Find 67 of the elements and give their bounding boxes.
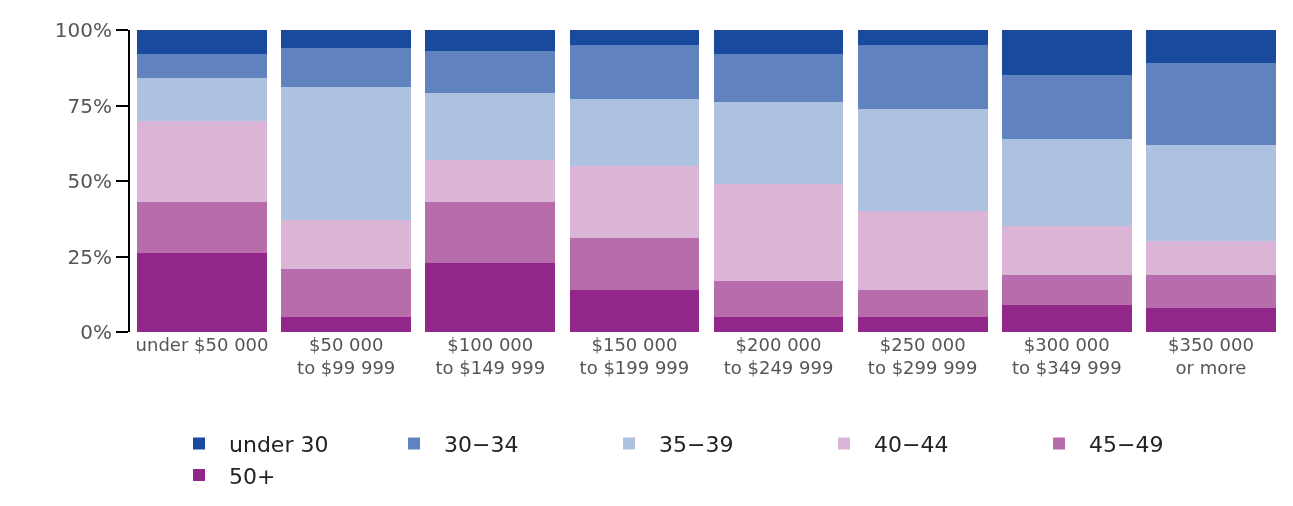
x-tick-label: $350 000 or more (1167, 334, 1254, 379)
bar (137, 202, 267, 254)
bar (425, 30, 556, 52)
bar (569, 99, 700, 166)
bar (425, 93, 556, 160)
bar (1001, 30, 1132, 76)
y-tick-label: 75% (67, 93, 112, 118)
x-tick-label: $50 000 to $99 999 (297, 334, 396, 379)
bar (281, 87, 412, 221)
legend-label: 45−49 (1089, 431, 1164, 457)
bar (281, 316, 412, 332)
legend-label: 30−34 (444, 431, 519, 457)
bar (569, 238, 700, 290)
bar (857, 108, 988, 212)
bar (713, 54, 844, 103)
bar (569, 45, 700, 100)
bar (857, 45, 988, 109)
bar (1001, 138, 1132, 227)
bar (137, 120, 267, 203)
x-tick-label: under $50 000 (135, 334, 269, 355)
bar (1146, 30, 1276, 64)
legend-label: under 30 (229, 431, 329, 457)
bar (425, 202, 556, 263)
bar (1001, 75, 1132, 139)
bar (137, 253, 267, 332)
bar (1001, 274, 1132, 305)
bar (713, 316, 844, 332)
x-tick-label: $200 000 to $249 999 (723, 334, 834, 379)
x-tick-label: $100 000 to $149 999 (435, 334, 546, 379)
bar (1146, 63, 1276, 145)
bar (569, 289, 700, 332)
bar (281, 220, 412, 269)
bar (857, 316, 988, 332)
bar (1146, 274, 1276, 308)
bar (137, 54, 267, 79)
bar (1001, 304, 1132, 332)
bar (857, 289, 988, 317)
bar (713, 280, 844, 317)
bar (1146, 241, 1276, 275)
bar (281, 30, 412, 49)
bar (137, 30, 267, 55)
bar (425, 51, 556, 94)
bar (857, 211, 988, 290)
bar (137, 78, 267, 121)
bar (425, 262, 556, 332)
legend-label: 40−44 (874, 431, 949, 457)
bar (713, 102, 844, 185)
bar (713, 184, 844, 281)
legend-label: 35−39 (659, 431, 734, 457)
bar (425, 159, 556, 203)
bar (1146, 307, 1276, 332)
bar (857, 30, 988, 46)
y-tick-label: 0% (80, 320, 112, 344)
x-tick-label: $250 000 to $299 999 (867, 334, 978, 379)
x-tick-label: $300 000 to $349 999 (1011, 334, 1122, 379)
bar (569, 165, 700, 239)
x-tick-label: $150 000 to $199 999 (579, 334, 690, 379)
legend-label: 50+ (229, 463, 276, 489)
bar (1001, 226, 1132, 275)
bar (569, 30, 700, 46)
y-tick-label: 100% (54, 18, 112, 42)
bar (1146, 144, 1276, 242)
bar (281, 268, 412, 317)
bar (713, 30, 844, 55)
y-tick-label: 25% (67, 244, 112, 269)
bar (281, 48, 412, 88)
y-tick-label: 50% (67, 169, 112, 193)
